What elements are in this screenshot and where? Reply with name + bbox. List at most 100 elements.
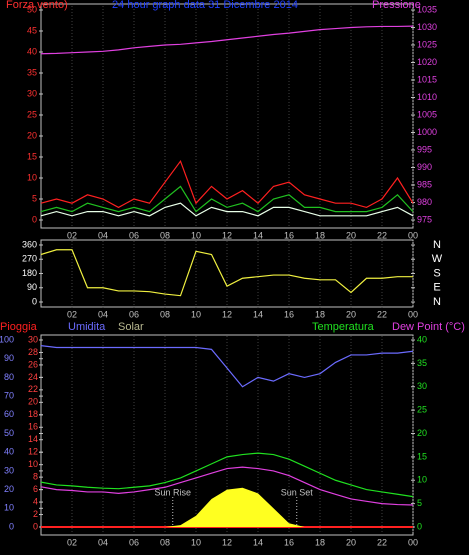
x-tick-label: 10 <box>191 537 201 547</box>
x-tick-label: 22 <box>377 537 387 547</box>
tick-label: 360 <box>22 239 37 249</box>
tick-label: 30 <box>4 465 14 475</box>
line <box>40 452 414 498</box>
tick-label: 1010 <box>417 92 437 102</box>
tick-label: 16 <box>28 422 38 432</box>
x-tick-label: 00 <box>408 309 418 319</box>
x-tick-label: 10 <box>191 309 201 319</box>
tick-label: 40 <box>27 46 37 56</box>
tick-label: 975 <box>417 214 432 224</box>
series-label: Pioggia <box>0 321 38 333</box>
annotation: Sun Set <box>281 487 314 497</box>
tick-label: 50 <box>4 428 14 438</box>
x-tick-label: 12 <box>222 309 232 319</box>
line <box>40 249 413 297</box>
tick-label: 15 <box>417 451 427 461</box>
x-tick-label: 12 <box>222 230 232 240</box>
x-tick-label: 10 <box>191 230 201 240</box>
x-tick-label: 08 <box>160 230 170 240</box>
line <box>40 185 414 213</box>
tick-label: 28 <box>28 347 38 357</box>
x-tick-label: 18 <box>315 230 325 240</box>
x-tick-label: 06 <box>129 230 139 240</box>
tick-label: 15 <box>27 151 37 161</box>
x-tick-label: 00 <box>408 537 418 547</box>
x-tick-label: 04 <box>98 230 108 240</box>
x-tick-label: 18 <box>315 537 325 547</box>
tick-label: 5 <box>32 193 37 203</box>
x-tick-label: 04 <box>98 309 108 319</box>
tick-label: 30 <box>27 88 37 98</box>
annotation: Sun Rise <box>154 487 191 497</box>
tick-label: 35 <box>27 67 37 77</box>
tick-label: 90 <box>27 282 37 292</box>
x-tick-label: 02 <box>67 309 77 319</box>
area <box>41 487 413 527</box>
line <box>40 466 414 506</box>
tick-label: 20 <box>417 428 427 438</box>
tick-label: 1005 <box>417 109 437 119</box>
tick-label: E <box>433 282 440 294</box>
tick-label: 25 <box>417 405 427 415</box>
tick-label: 70 <box>4 390 14 400</box>
series-label: Dew Point (°C) <box>392 321 465 333</box>
tick-label: 10 <box>27 172 37 182</box>
tick-label: S <box>433 267 440 279</box>
tick-label: 10 <box>28 459 38 469</box>
x-tick-label: 22 <box>377 230 387 240</box>
x-tick-label: 08 <box>160 309 170 319</box>
tick-label: N <box>433 239 441 251</box>
x-tick-label: 08 <box>160 537 170 547</box>
tick-label: 26 <box>28 359 38 369</box>
tick-label: 270 <box>22 254 37 264</box>
y-axis-label: Forza vento) <box>6 0 68 11</box>
tick-label: 1000 <box>417 127 437 137</box>
tick-label: 985 <box>417 179 432 189</box>
x-tick-label: 20 <box>346 230 356 240</box>
tick-label: 35 <box>417 358 427 368</box>
tick-label: 4 <box>33 496 38 506</box>
tick-label: 0 <box>33 521 38 531</box>
x-tick-label: 02 <box>67 230 77 240</box>
line <box>40 345 414 388</box>
line <box>40 159 414 209</box>
panel-frame <box>40 3 414 229</box>
series-label: Umidita <box>68 321 106 333</box>
tick-label: 30 <box>417 381 427 391</box>
tick-label: 0 <box>417 521 422 531</box>
x-tick-label: 20 <box>346 309 356 319</box>
x-tick-label: 16 <box>284 537 294 547</box>
tick-label: 180 <box>22 268 37 278</box>
tick-label: 6 <box>33 484 38 494</box>
tick-label: 8 <box>33 472 38 482</box>
tick-label: 20 <box>27 130 37 140</box>
tick-label: 40 <box>417 334 427 344</box>
tick-label: 1030 <box>417 22 437 32</box>
tick-label: 0 <box>9 521 14 531</box>
x-tick-label: 16 <box>284 230 294 240</box>
line <box>40 25 414 55</box>
tick-label: 2 <box>33 509 38 519</box>
tick-label: 1025 <box>417 39 437 49</box>
tick-label: 995 <box>417 144 432 154</box>
x-tick-label: 12 <box>222 537 232 547</box>
tick-label: 60 <box>4 409 14 419</box>
tick-label: 20 <box>4 484 14 494</box>
tick-label: 45 <box>27 25 37 35</box>
tick-label: 10 <box>4 503 14 513</box>
tick-label: 1015 <box>417 74 437 84</box>
tick-label: 80 <box>4 372 14 382</box>
tick-label: 18 <box>28 409 38 419</box>
tick-label: 22 <box>28 384 38 394</box>
series-label: Solar <box>118 321 144 333</box>
tick-label: 14 <box>28 434 38 444</box>
tick-label: 20 <box>28 397 38 407</box>
x-tick-label: 04 <box>98 537 108 547</box>
x-tick-label: 06 <box>129 537 139 547</box>
x-tick-label: 00 <box>408 230 418 240</box>
tick-label: 0 <box>32 214 37 224</box>
series-label: Temperatura <box>312 321 375 333</box>
tick-label: 100 <box>0 334 14 344</box>
line <box>40 202 414 217</box>
